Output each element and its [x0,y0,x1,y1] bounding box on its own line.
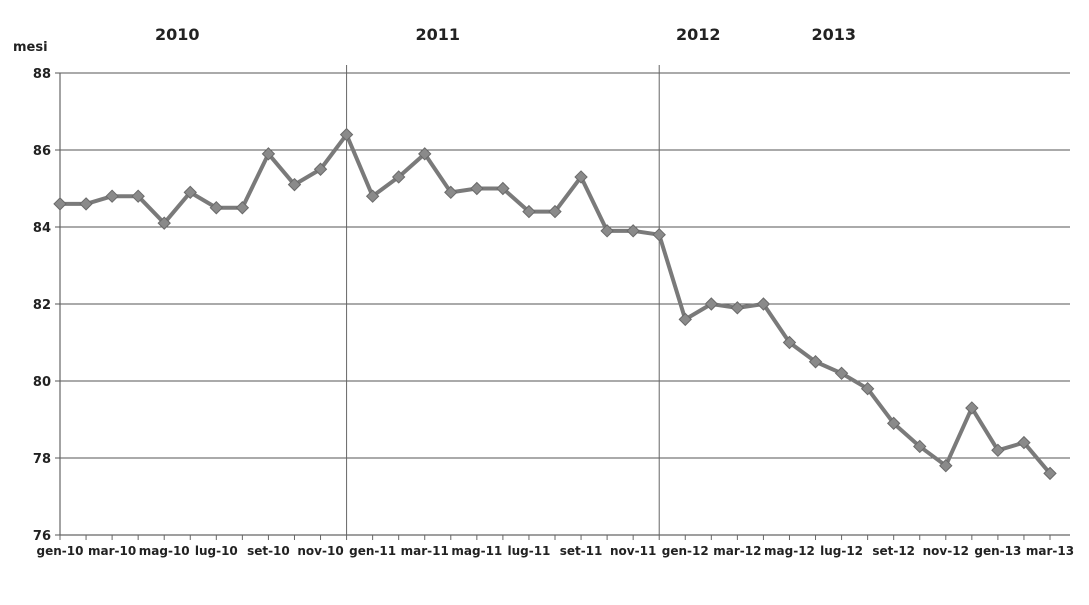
x-tick-label: mag-10 [139,544,190,558]
x-tick-label: lug-10 [195,544,238,558]
x-ticks: gen-10 mar-10 mag-10 lug-10 set-10 nov-10 gen-… [37,535,1074,558]
year-label: 2010 [155,25,200,44]
y-tick-label: 82 [33,298,51,313]
data-point-marker [730,301,745,315]
x-tick-label: mag-11 [451,544,502,558]
x-tick-label: mar-13 [1026,544,1074,558]
data-point-marker [339,127,354,142]
data-point-marker [53,197,67,211]
data-point-marker [548,204,562,219]
data-point-marker [886,416,901,431]
data-point-marker [913,439,927,454]
x-tick-label: gen-12 [662,544,709,558]
data-point-marker [678,312,692,327]
data-point-marker [939,458,953,473]
y-tick-label: 78 [33,452,51,467]
data-point-marker [704,297,719,311]
y-axis-unit-label: mesi [13,40,48,55]
data-point-marker [756,297,771,311]
y-tick-label: 88 [33,67,51,82]
x-tick-label: lug-11 [507,544,550,558]
data-point-marker [235,201,250,215]
y-tick-label: 76 [33,529,51,544]
data-point-marker [860,381,875,396]
x-tick-label: lug-12 [820,544,863,558]
data-point-marker [209,201,224,215]
data-point-marker [287,177,302,192]
grid-layer [60,72,1070,459]
year-label: 2011 [415,25,460,44]
data-point-marker [391,170,406,184]
data-point-marker [105,189,119,203]
x-tick-label: nov-12 [923,544,969,558]
data-point-marker [444,185,458,200]
x-tick-label: nov-10 [297,544,343,558]
data-point-marker [808,355,823,369]
data-point-marker [574,170,588,184]
data-point-marker [782,335,797,350]
data-point-marker [626,224,640,238]
data-point-marker [157,216,171,230]
y-ticks: 76 78 80 82 84 86 88 [33,67,60,544]
x-tick-label: gen-13 [974,544,1021,558]
year-label: 2012 [676,25,721,44]
x-tick-label: nov-11 [610,544,656,558]
year-labels: 2010 2011 2012 2013 [155,25,856,44]
x-tick-label: gen-11 [349,544,396,558]
data-point-marker [1017,435,1031,450]
data-point-marker [470,181,484,196]
x-tick-label: set-12 [872,544,915,558]
x-tick-label: gen-10 [37,544,84,558]
data-point-marker [522,204,536,219]
data-point-marker [991,443,1005,458]
y-tick-label: 80 [33,375,51,390]
data-point-marker [600,224,614,238]
data-point-marker [131,189,145,203]
data-point-marker [1043,466,1057,481]
data-point-marker [183,185,197,200]
data-point-marker [261,147,276,161]
x-tick-label: set-10 [247,544,290,558]
x-tick-label: mar-11 [401,544,449,558]
y-tick-label: 86 [33,144,51,159]
data-point-marker [365,189,380,203]
year-label: 2013 [811,25,856,44]
series-layer [53,127,1057,481]
data-point-marker [965,401,979,415]
data-point-marker [496,181,510,196]
data-point-marker [652,227,666,242]
x-tick-label: mar-12 [713,544,761,558]
x-tick-label: mag-12 [764,544,815,558]
data-point-marker [418,147,432,161]
data-point-marker [834,366,849,381]
y-tick-label: 84 [33,221,51,236]
year-separators [346,65,660,535]
data-point-marker [313,162,328,176]
data-point-marker [79,197,93,211]
x-tick-label: set-11 [560,544,603,558]
x-tick-label: mar-10 [88,544,136,558]
